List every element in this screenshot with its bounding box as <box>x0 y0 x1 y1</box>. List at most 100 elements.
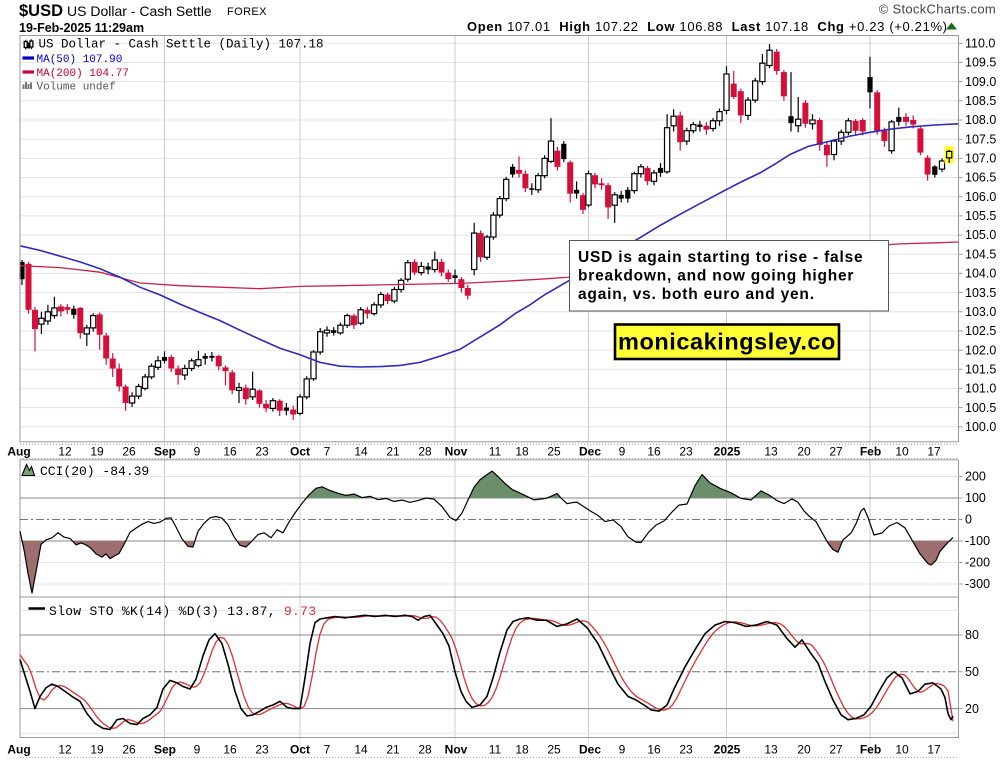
svg-text:11: 11 <box>489 444 502 458</box>
svg-text:23: 23 <box>679 743 693 757</box>
svg-text:US Dollar - Cash Settle: US Dollar - Cash Settle <box>67 3 212 19</box>
svg-text:16: 16 <box>647 743 661 757</box>
svg-text:102.5: 102.5 <box>965 324 996 338</box>
svg-text:106.0: 106.0 <box>965 190 996 204</box>
svg-text:19: 19 <box>90 743 104 757</box>
svg-text:25: 25 <box>547 743 561 757</box>
svg-text:Slow STO %K(14) %D(3) 13.87, 9: Slow STO %K(14) %D(3) 13.87, 9.73 <box>49 604 316 619</box>
svg-text:18: 18 <box>515 444 529 458</box>
svg-text:27: 27 <box>829 743 843 757</box>
svg-text:200: 200 <box>965 470 986 484</box>
svg-text:-100: -100 <box>965 534 990 548</box>
svg-text:23: 23 <box>679 444 693 458</box>
svg-text:26: 26 <box>122 444 136 458</box>
svg-text:108.5: 108.5 <box>965 94 996 108</box>
svg-text:16: 16 <box>223 743 237 757</box>
svg-text:Aug: Aug <box>7 743 30 757</box>
svg-text:monicakingsley.co: monicakingsley.co <box>618 329 836 355</box>
svg-text:Feb: Feb <box>860 444 881 458</box>
svg-text:Oct: Oct <box>290 743 310 757</box>
svg-text:19: 19 <box>90 444 104 458</box>
svg-text:80: 80 <box>965 628 979 642</box>
svg-text:-200: -200 <box>965 556 990 570</box>
svg-text:50: 50 <box>965 665 979 679</box>
svg-text:16: 16 <box>647 444 661 458</box>
svg-text:27: 27 <box>829 444 843 458</box>
svg-text:Open 107.01 High 107.22 Low: Open 107.01 High 107.22 Low 106.88 Last … <box>467 19 948 34</box>
svg-text:13: 13 <box>764 743 778 757</box>
svg-text:12: 12 <box>58 743 72 757</box>
svg-text:107.0: 107.0 <box>965 152 996 166</box>
svg-text:$USD: $USD <box>19 2 63 20</box>
svg-text:13: 13 <box>764 444 778 458</box>
svg-text:26: 26 <box>122 743 136 757</box>
svg-text:104.5: 104.5 <box>965 247 996 261</box>
svg-text:21: 21 <box>386 444 400 458</box>
svg-text:Aug: Aug <box>7 444 30 458</box>
svg-text:14: 14 <box>354 444 368 458</box>
svg-text:20: 20 <box>797 743 811 757</box>
svg-text:23: 23 <box>255 743 269 757</box>
svg-text:11: 11 <box>489 743 502 757</box>
svg-text:Dec: Dec <box>579 444 601 458</box>
svg-text:USD is again starting to rise: USD is again starting to rise - false <box>578 249 863 266</box>
svg-text:9: 9 <box>619 444 626 458</box>
svg-text:Dec: Dec <box>579 743 601 757</box>
svg-text:17: 17 <box>927 743 941 757</box>
svg-text:103.5: 103.5 <box>965 286 996 300</box>
svg-text:MA(200) 104.77: MA(200) 104.77 <box>37 68 129 80</box>
svg-text:20: 20 <box>797 444 811 458</box>
svg-text:Oct: Oct <box>290 444 310 458</box>
svg-text:10: 10 <box>895 444 909 458</box>
svg-text:© StockCharts.com: © StockCharts.com <box>879 2 996 17</box>
svg-text:109.5: 109.5 <box>965 56 996 70</box>
svg-text:Feb: Feb <box>860 743 881 757</box>
svg-text:28: 28 <box>418 743 432 757</box>
svg-text:104.0: 104.0 <box>965 267 996 281</box>
svg-text:102.0: 102.0 <box>965 343 996 357</box>
svg-text:23: 23 <box>255 444 269 458</box>
svg-text:Nov: Nov <box>445 743 468 757</box>
svg-text:again, vs. both euro and yen.: again, vs. both euro and yen. <box>578 286 815 303</box>
svg-text:Nov: Nov <box>445 444 468 458</box>
svg-text:100.5: 100.5 <box>965 401 996 415</box>
svg-text:breakdown, and now going highe: breakdown, and now going higher <box>578 268 854 285</box>
svg-text:25: 25 <box>547 444 561 458</box>
svg-text:105.0: 105.0 <box>965 228 996 242</box>
svg-text:18: 18 <box>515 743 529 757</box>
svg-text:20: 20 <box>965 702 979 716</box>
svg-text:103.0: 103.0 <box>965 305 996 319</box>
svg-text:106.5: 106.5 <box>965 171 996 185</box>
svg-text:21: 21 <box>386 743 400 757</box>
svg-text:14: 14 <box>354 743 368 757</box>
svg-text:107.5: 107.5 <box>965 132 996 146</box>
svg-text:101.0: 101.0 <box>965 382 996 396</box>
svg-text:MA(50) 107.90: MA(50) 107.90 <box>37 54 123 66</box>
svg-text:7: 7 <box>324 444 331 458</box>
svg-text:FOREX: FOREX <box>227 6 267 18</box>
svg-text:CCI(20) -84.39: CCI(20) -84.39 <box>40 464 149 479</box>
svg-text:108.0: 108.0 <box>965 113 996 127</box>
svg-text:-300: -300 <box>965 577 990 591</box>
svg-text:100.0: 100.0 <box>965 420 996 434</box>
svg-text:12: 12 <box>58 444 72 458</box>
svg-text:2025: 2025 <box>714 444 741 458</box>
svg-text:10: 10 <box>895 743 909 757</box>
svg-text:17: 17 <box>927 444 941 458</box>
svg-text:9: 9 <box>619 743 626 757</box>
svg-text:110.0: 110.0 <box>965 37 995 51</box>
svg-text:19-Feb-2025 11:29am: 19-Feb-2025 11:29am <box>19 21 144 35</box>
svg-text:7: 7 <box>324 743 331 757</box>
svg-text:105.5: 105.5 <box>965 209 996 223</box>
svg-text:Sep: Sep <box>154 444 176 458</box>
svg-text:9: 9 <box>194 444 201 458</box>
svg-text:28: 28 <box>418 444 432 458</box>
svg-text:0: 0 <box>965 513 972 527</box>
svg-text:US Dollar - Cash Settle (Daily: US Dollar - Cash Settle (Daily) 107.18 <box>39 38 324 52</box>
svg-text:101.5: 101.5 <box>965 363 996 377</box>
svg-text:109.0: 109.0 <box>965 75 996 89</box>
svg-text:100: 100 <box>965 491 986 505</box>
svg-text:9: 9 <box>194 743 201 757</box>
svg-text:Sep: Sep <box>154 743 176 757</box>
svg-text:2025: 2025 <box>714 743 741 757</box>
